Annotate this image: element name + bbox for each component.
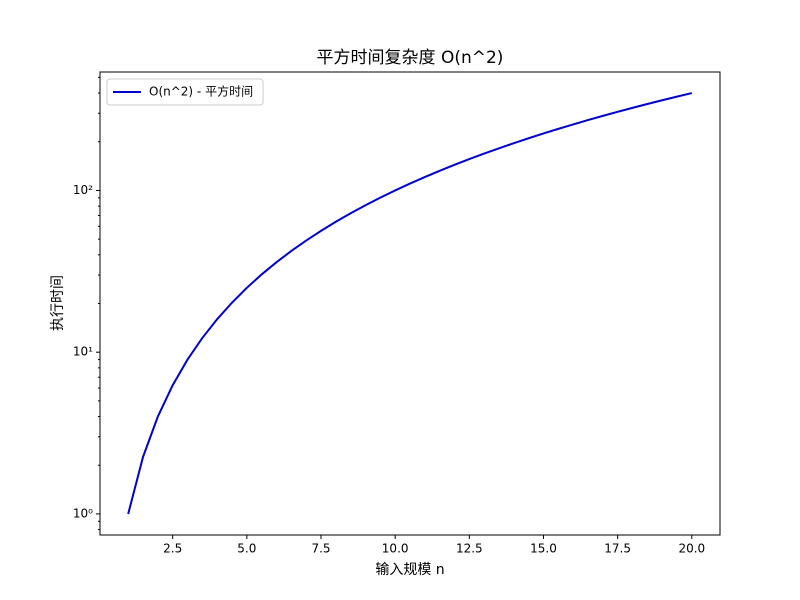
y-axis-label: 执行时间 (50, 275, 66, 331)
line-series (127, 92, 693, 515)
y-tick-label: 10¹ (73, 345, 93, 359)
x-tick-label: 2.5 (163, 542, 182, 556)
x-tick-label: 7.5 (311, 542, 330, 556)
x-tick-label: 12.5 (456, 542, 483, 556)
x-tick-label: 20.0 (678, 542, 705, 556)
x-tick-label: 5.0 (237, 542, 256, 556)
chart-title: 平方时间复杂度 O(n^2) (317, 48, 504, 68)
x-axis-label: 输入规模 n (375, 562, 444, 578)
x-tick-label: 17.5 (604, 542, 631, 556)
plot-frame (99, 71, 721, 536)
y-tick-label: 10² (73, 183, 93, 197)
x-tick-label: 15.0 (530, 542, 557, 556)
legend: O(n^2) - 平方时间 (106, 78, 264, 106)
x-tick-label: 10.0 (382, 542, 409, 556)
legend-label: O(n^2) - 平方时间 (149, 84, 253, 99)
y-tick-label: 10⁰ (73, 506, 93, 520)
legend-box (106, 78, 264, 106)
